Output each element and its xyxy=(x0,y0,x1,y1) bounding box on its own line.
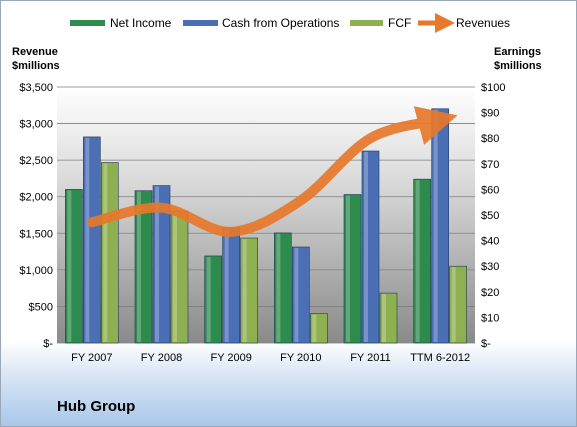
legend-label-net-income: Net Income xyxy=(110,16,172,30)
right-tick-label: $60 xyxy=(481,184,499,196)
bar xyxy=(292,246,310,344)
left-tick-label: $- xyxy=(43,338,53,350)
right-tick-label: $70 xyxy=(481,159,499,171)
right-tick-label: $20 xyxy=(481,287,499,299)
right-tick-label: $80 xyxy=(481,133,499,145)
chart-title: Hub Group xyxy=(57,398,136,415)
right-tick-label: $50 xyxy=(481,210,499,222)
bar-highlight xyxy=(173,212,177,342)
legend-label-fcf: FCF xyxy=(388,16,411,30)
bar xyxy=(222,227,240,344)
bar-body xyxy=(65,189,83,344)
bar xyxy=(343,194,362,344)
x-tick-label: FY 2011 xyxy=(350,352,391,364)
left-axis-title-line1: Revenue xyxy=(12,46,58,58)
bar-highlight xyxy=(137,191,141,342)
right-tick-label: $30 xyxy=(481,261,499,273)
bar-highlight xyxy=(85,137,90,342)
bar-highlight xyxy=(206,256,211,342)
left-tick-label: $3,500 xyxy=(19,82,53,94)
revenue-line xyxy=(86,106,458,237)
right-tick-label: $100 xyxy=(481,82,505,94)
bar-highlight xyxy=(276,233,281,342)
legend-label-revenues: Revenues xyxy=(456,16,510,30)
bar-highlight xyxy=(415,180,420,342)
x-tick-label: FY 2007 xyxy=(71,352,112,364)
bar-body xyxy=(240,237,258,344)
bar-highlight xyxy=(67,190,72,342)
bar-body xyxy=(292,246,310,344)
bar-highlight xyxy=(382,294,386,342)
bar-body xyxy=(101,162,119,344)
left-tick-label: $2,000 xyxy=(19,192,53,204)
left-tick-label: $500 xyxy=(29,301,53,313)
left-tick-label: $1,000 xyxy=(19,265,53,277)
bar xyxy=(152,185,171,344)
left-tick-label: $3,000 xyxy=(19,119,53,131)
right-axis-ticks: $- $10 $20 $30 $40 $50 $60 $70 $80 $90 $100 xyxy=(481,82,505,350)
bar-body xyxy=(83,136,101,344)
left-tick-label: $2,500 xyxy=(19,155,53,167)
bars xyxy=(65,108,467,344)
x-axis-ticks: FY 2007 FY 2008 FY 2009 FY 2010 FY 2011 TTM 6… xyxy=(71,352,470,364)
bar-highlight xyxy=(242,239,247,342)
bar-highlight xyxy=(312,314,317,342)
bar-body xyxy=(274,232,292,344)
bar xyxy=(65,189,83,344)
bar-body xyxy=(134,190,153,344)
bar-highlight xyxy=(433,109,438,342)
right-tick-label: $40 xyxy=(481,236,499,248)
right-tick-label: $10 xyxy=(481,312,499,324)
bar-highlight xyxy=(346,195,350,342)
bar xyxy=(204,255,222,344)
gridlines xyxy=(57,86,475,344)
bar xyxy=(134,190,153,344)
bar xyxy=(83,136,101,344)
bar-body xyxy=(379,292,398,344)
right-tick-label: $- xyxy=(481,338,491,350)
legend: Net Income Cash from Operations FCF Reve… xyxy=(70,13,510,33)
bar xyxy=(449,265,467,344)
legend-label-cash-from-operations: Cash from Operations xyxy=(222,16,339,30)
bar-highlight xyxy=(103,163,108,342)
bar xyxy=(240,237,258,344)
bar-body xyxy=(361,150,380,344)
bar xyxy=(361,150,380,344)
bar-body xyxy=(310,313,328,344)
bar-highlight xyxy=(155,186,159,342)
bar-highlight xyxy=(224,228,229,342)
bar-highlight xyxy=(364,152,368,342)
bar-body xyxy=(204,255,222,344)
x-tick-label: FY 2009 xyxy=(210,352,251,364)
bar-highlight xyxy=(294,248,299,342)
bar-body xyxy=(413,178,431,344)
x-tick-label: FY 2010 xyxy=(280,352,321,364)
left-axis-title-line2: $millions xyxy=(12,60,60,72)
bar xyxy=(310,313,328,344)
bar-body xyxy=(343,194,362,344)
bar-highlight xyxy=(451,267,456,342)
bar-body xyxy=(449,265,467,344)
x-tick-label: TTM 6-2012 xyxy=(410,352,470,364)
x-tick-label: FY 2008 xyxy=(141,352,182,364)
bar xyxy=(101,162,119,344)
bar xyxy=(274,232,292,344)
bar xyxy=(431,108,449,344)
bar xyxy=(379,292,398,344)
revenues-series-line xyxy=(86,106,458,237)
right-axis-title-line2: $millions xyxy=(494,60,542,72)
right-tick-label: $90 xyxy=(481,108,499,120)
bar xyxy=(170,210,189,344)
bar xyxy=(413,178,431,344)
left-tick-label: $1,500 xyxy=(19,228,53,240)
right-axis-title-line1: Earnings xyxy=(494,46,541,58)
bar-body xyxy=(152,185,171,344)
left-axis-ticks: $- $500 $1,000 $1,500 $2,000 $2,500 $3,000 $3,5… xyxy=(19,82,53,350)
